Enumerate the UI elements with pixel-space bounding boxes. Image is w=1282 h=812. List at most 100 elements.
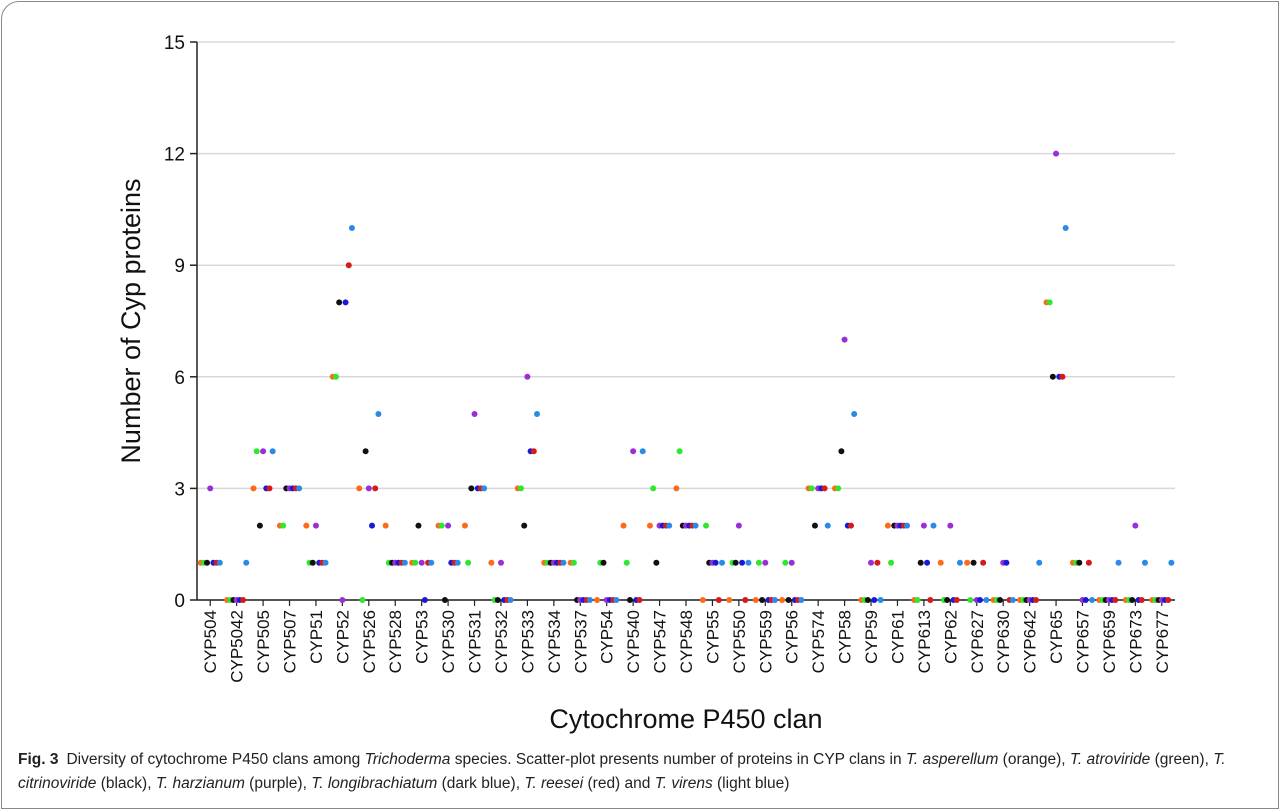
x-tick-label: CYP532 bbox=[492, 610, 511, 673]
data-point bbox=[494, 597, 501, 603]
x-tick-label: CYP630 bbox=[994, 610, 1013, 673]
x-tick-label: CYP507 bbox=[281, 610, 300, 673]
data-point bbox=[759, 597, 766, 603]
data-point bbox=[920, 522, 927, 529]
caption-text: T. asperellum bbox=[905, 751, 999, 768]
caption-text: (black), bbox=[96, 775, 156, 792]
data-point bbox=[788, 559, 795, 566]
data-point bbox=[953, 597, 960, 603]
caption-text: T. reesei bbox=[524, 775, 584, 792]
data-point bbox=[359, 597, 366, 603]
y-tick-label: 15 bbox=[164, 33, 185, 54]
data-point bbox=[1059, 373, 1066, 380]
data-point bbox=[369, 522, 376, 529]
x-tick-label: CYP61 bbox=[888, 610, 907, 664]
data-point bbox=[1168, 559, 1175, 566]
x-tick-label: CYP534 bbox=[545, 610, 564, 673]
data-point bbox=[874, 559, 881, 566]
x-tick-label: CYP59 bbox=[862, 610, 881, 664]
data-point bbox=[356, 485, 363, 492]
x-tick-label: CYP642 bbox=[1021, 610, 1040, 673]
caption-text: (red) and bbox=[583, 775, 655, 792]
x-tick-label: CYP53 bbox=[413, 610, 432, 664]
data-point bbox=[771, 597, 778, 603]
caption-text: species. Scatter-plot presents number of… bbox=[450, 751, 906, 768]
caption: Fig. 3 Diversity of cytochrome P450 clans… bbox=[18, 748, 1258, 796]
y-tick-label: 0 bbox=[174, 591, 185, 612]
x-axis-title: Cytochrome P450 clan bbox=[549, 704, 822, 734]
data-point bbox=[401, 559, 408, 566]
data-point bbox=[745, 559, 752, 566]
data-point bbox=[1076, 559, 1083, 566]
data-point bbox=[468, 485, 475, 492]
data-point bbox=[811, 522, 818, 529]
caption-text: T. atroviride bbox=[1069, 751, 1151, 768]
data-point bbox=[312, 522, 319, 529]
data-point bbox=[871, 597, 878, 603]
data-point bbox=[1003, 559, 1010, 566]
data-point bbox=[864, 597, 871, 603]
data-point bbox=[216, 559, 223, 566]
data-point bbox=[692, 522, 699, 529]
caption-text: (light blue) bbox=[712, 775, 790, 792]
data-point bbox=[342, 299, 349, 306]
x-tick-label: CYP505 bbox=[254, 610, 273, 673]
data-point bbox=[1046, 299, 1053, 306]
data-point bbox=[1115, 559, 1122, 566]
data-point bbox=[497, 559, 504, 566]
data-point bbox=[1112, 597, 1119, 603]
data-point bbox=[488, 559, 495, 566]
data-point bbox=[944, 597, 951, 603]
data-point bbox=[762, 559, 769, 566]
data-point bbox=[332, 373, 339, 380]
data-point bbox=[1129, 597, 1136, 603]
data-point bbox=[739, 559, 746, 566]
caption-text: T. citrinoviride bbox=[18, 751, 1226, 792]
caption-text: Trichoderma bbox=[364, 751, 451, 768]
x-tick-label: CYP673 bbox=[1126, 610, 1145, 673]
data-point bbox=[636, 597, 643, 603]
data-point bbox=[1009, 597, 1016, 603]
y-tick-label: 3 bbox=[174, 479, 185, 500]
data-point bbox=[666, 522, 673, 529]
data-point bbox=[382, 522, 389, 529]
data-point bbox=[375, 411, 382, 417]
data-point bbox=[699, 597, 706, 603]
caption-text: Diversity of cytochrome P450 clans among bbox=[66, 751, 365, 768]
data-point bbox=[372, 485, 379, 492]
data-point bbox=[269, 448, 276, 455]
data-point bbox=[732, 559, 739, 566]
x-tick-label: CYP540 bbox=[624, 610, 643, 673]
data-point bbox=[917, 559, 924, 566]
x-tick-label: CYP559 bbox=[756, 610, 775, 673]
data-point bbox=[521, 522, 528, 529]
data-point bbox=[838, 448, 845, 455]
data-point bbox=[253, 448, 260, 455]
data-point bbox=[1089, 597, 1096, 603]
data-point bbox=[976, 597, 983, 603]
x-tick-label: CYP657 bbox=[1073, 610, 1092, 673]
x-tick-label: CYP52 bbox=[333, 610, 352, 664]
data-point bbox=[712, 559, 719, 566]
y-axis-title: Number of Cyp proteins bbox=[116, 178, 146, 463]
x-tick-label: CYP65 bbox=[1047, 610, 1066, 664]
data-point bbox=[970, 559, 977, 566]
data-point bbox=[927, 597, 934, 603]
x-tick-label: CYP537 bbox=[571, 610, 590, 673]
data-point bbox=[964, 559, 971, 566]
data-point bbox=[798, 597, 805, 603]
data-point bbox=[980, 559, 987, 566]
data-point bbox=[639, 448, 646, 455]
data-point bbox=[779, 597, 786, 603]
data-point bbox=[204, 559, 211, 566]
data-point bbox=[570, 559, 577, 566]
data-point bbox=[650, 485, 657, 492]
data-point bbox=[441, 597, 448, 603]
data-point bbox=[594, 597, 601, 603]
data-point bbox=[418, 559, 425, 566]
data-point bbox=[835, 485, 842, 492]
caption-text: T. harzianum bbox=[155, 775, 245, 792]
data-point bbox=[438, 522, 445, 529]
data-point bbox=[956, 559, 963, 566]
